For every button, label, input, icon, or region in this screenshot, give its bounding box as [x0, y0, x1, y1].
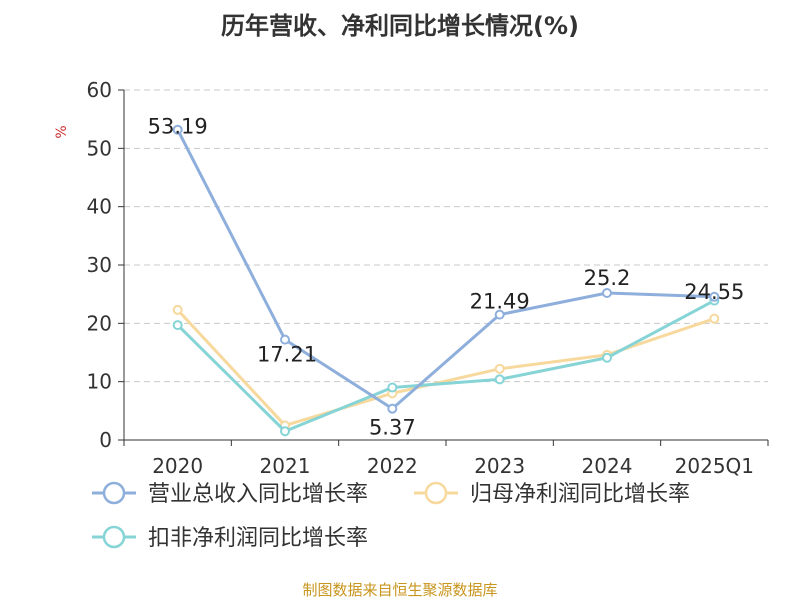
- series-line-3: [176, 299, 716, 433]
- y-tick-label: 20: [87, 311, 112, 335]
- series-line-2: [176, 308, 715, 427]
- y-axis-label: %: [54, 125, 70, 138]
- data-label: 25.2: [584, 266, 631, 290]
- legend-label: 扣非净利润同比增长率: [148, 526, 368, 551]
- x-tick-label: 2023: [474, 454, 525, 478]
- data-point-1: [709, 291, 720, 302]
- chart-title: 历年营收、净利同比增长情况(%): [221, 12, 579, 40]
- data-point-1: [280, 334, 290, 345]
- y-tick-label: 40: [87, 195, 112, 219]
- data-point-3: [387, 382, 398, 393]
- legend-marker: [102, 525, 126, 549]
- data-label: 24.55: [684, 280, 744, 304]
- data-label: 5.37: [369, 416, 416, 440]
- data-point-1: [494, 309, 505, 320]
- data-label: 17.21: [257, 343, 317, 367]
- source-footer: 制图数据来自恒生聚源数据库: [302, 581, 498, 599]
- legend-label: 归母净利润同比增长率: [470, 482, 690, 507]
- data-label: 21.49: [470, 290, 530, 314]
- x-tick-label: 2024: [582, 454, 633, 478]
- data-point-1: [602, 288, 612, 298]
- data-point-3: [494, 374, 505, 385]
- data-label: 53.19: [148, 115, 208, 139]
- y-tick-label: 60: [87, 78, 112, 102]
- y-tick-label: 0: [99, 428, 112, 452]
- data-point-1: [172, 124, 183, 135]
- x-tick-label: 2025Q1: [675, 454, 754, 478]
- x-tick-label: 2020: [152, 454, 203, 478]
- data-point-3: [172, 320, 183, 331]
- data-point-3: [280, 426, 290, 437]
- legend-marker: [424, 481, 448, 505]
- x-tick-label: 2021: [260, 454, 311, 478]
- data-point-2: [494, 363, 505, 374]
- series-line-1: [176, 129, 715, 411]
- legend-marker: [102, 481, 126, 505]
- y-tick-label: 50: [87, 136, 112, 160]
- y-tick-label: 10: [87, 370, 112, 394]
- data-point-3: [602, 352, 612, 363]
- x-tick-label: 2022: [367, 454, 418, 478]
- legend-label: 营业总收入同比增长率: [148, 482, 368, 507]
- data-point-2: [172, 304, 183, 315]
- data-point-1: [387, 403, 398, 414]
- y-tick-label: 30: [87, 253, 112, 277]
- data-point-2: [709, 313, 720, 324]
